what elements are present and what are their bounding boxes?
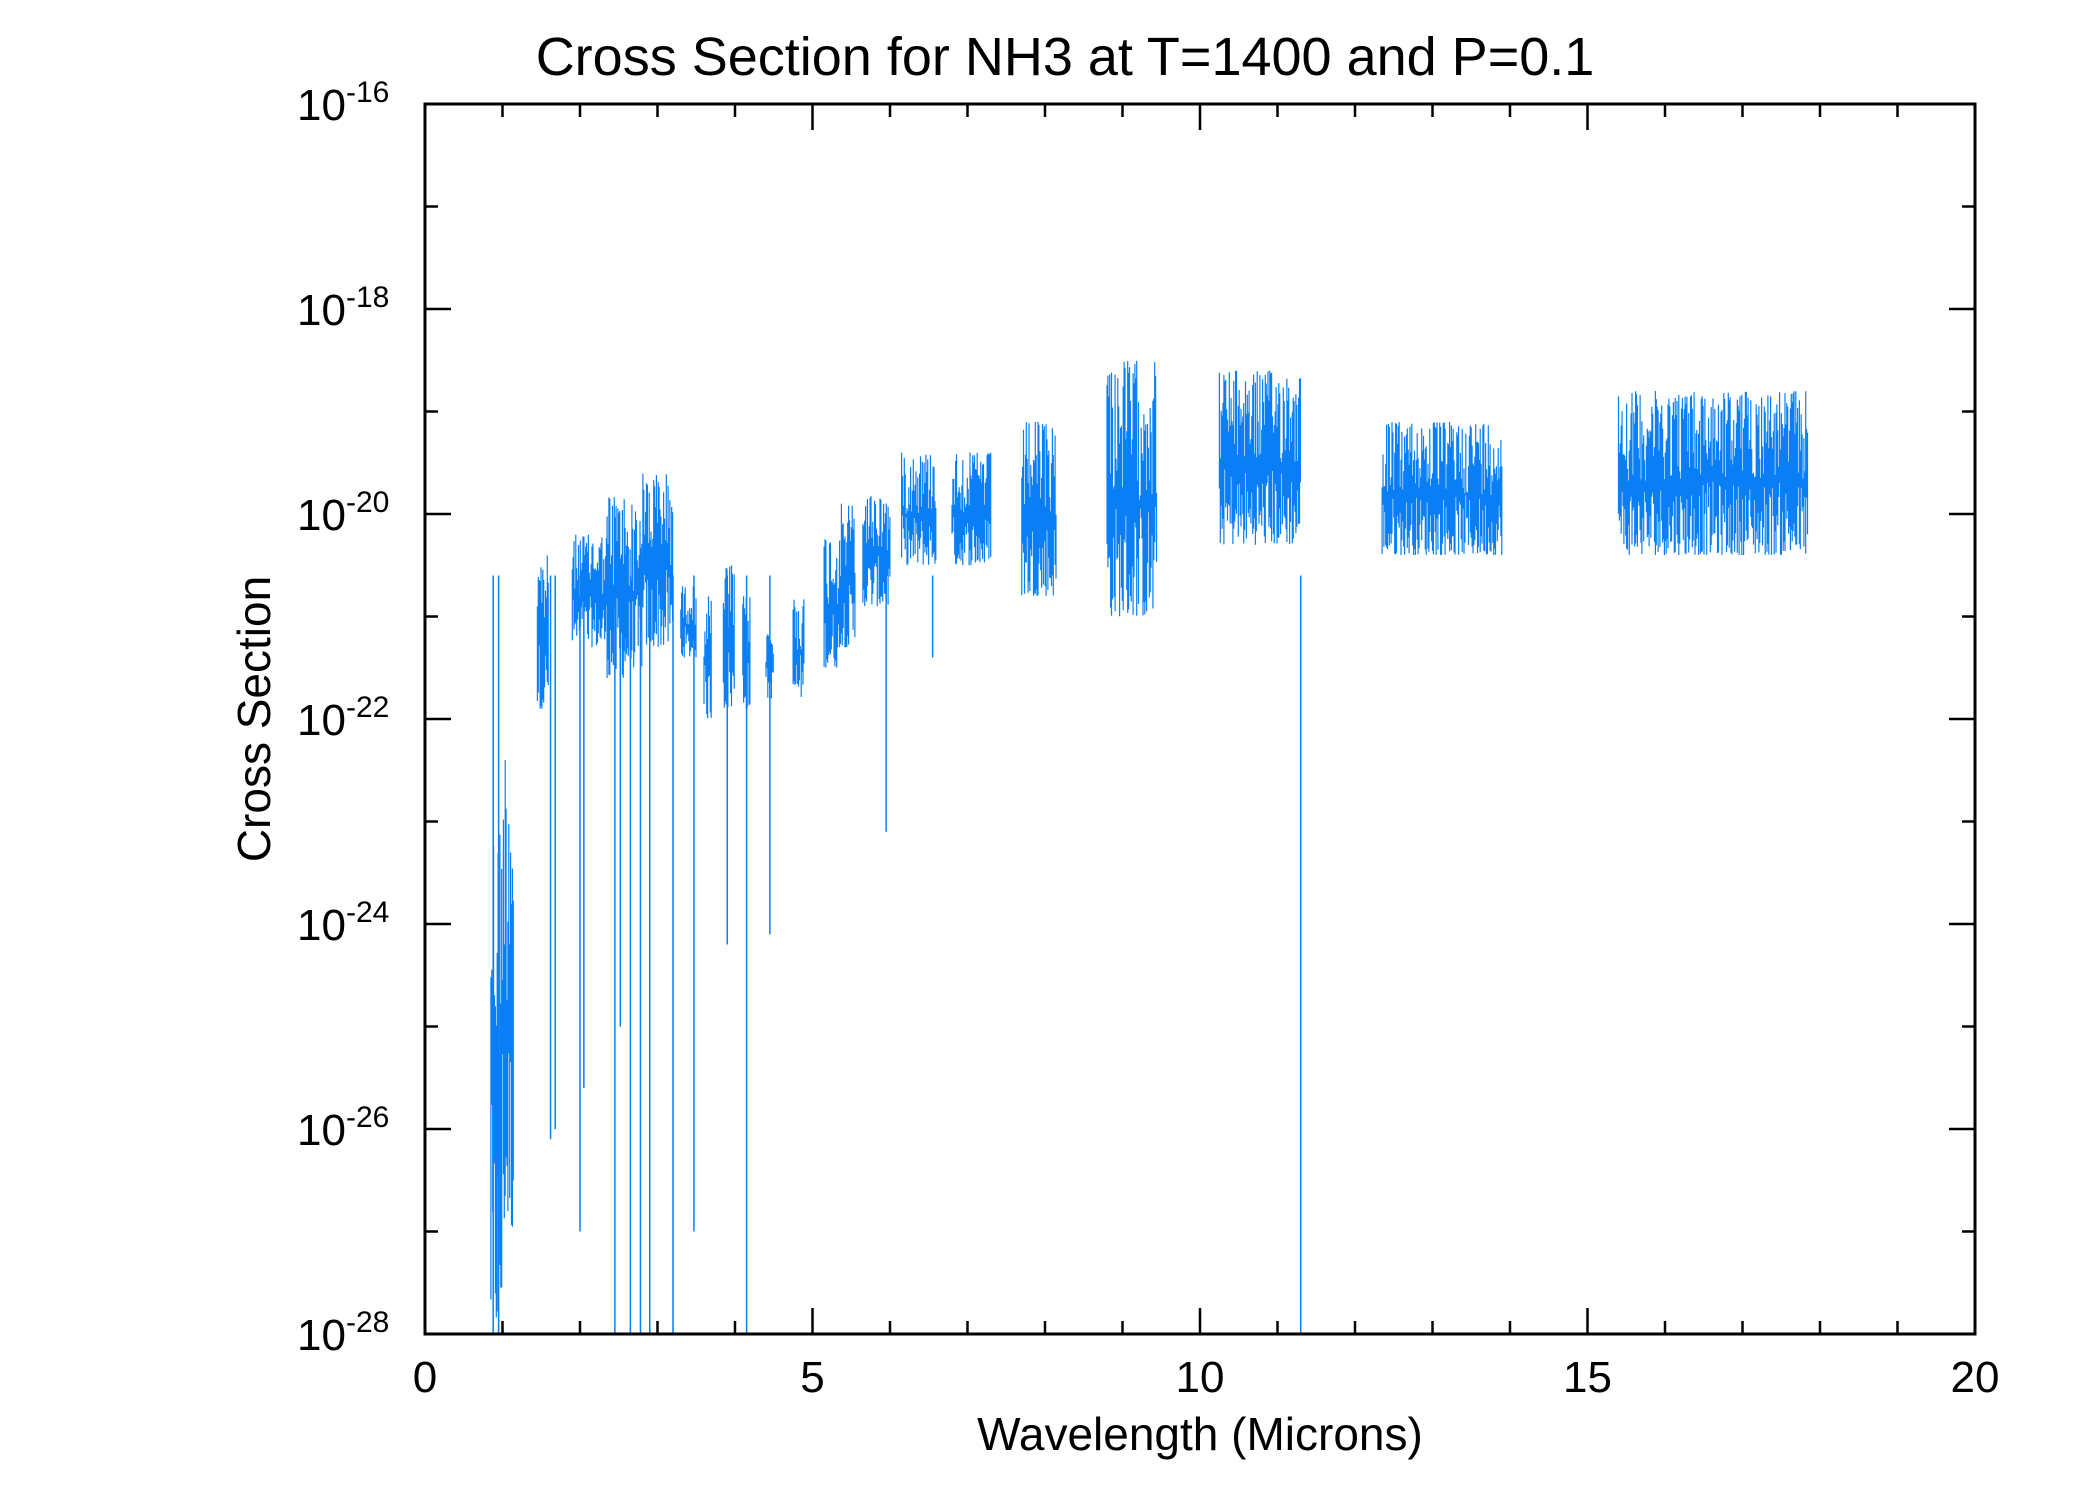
y-tick-label: 10-24: [297, 896, 389, 950]
x-tick-label: 20: [1951, 1353, 2000, 1402]
spectrum-band-9: [703, 596, 712, 719]
y-tick-label: 10-28: [297, 1306, 389, 1360]
spectrum-band-20: [1106, 360, 1158, 617]
spectrum-band-13: [792, 599, 805, 697]
x-tick-label: 15: [1563, 1353, 1612, 1402]
x-axis-label: Wavelength (Microns): [977, 1408, 1423, 1460]
spectrum-band-18: [951, 452, 992, 566]
y-tick-label: 10-20: [297, 486, 389, 540]
spectrum-band-21: [1218, 370, 1301, 545]
spectrum-band-16: [862, 496, 891, 607]
spectrum-band-3: [536, 555, 549, 709]
axes-layer: [423, 102, 1977, 1336]
spectrum-band-2: [501, 760, 514, 1227]
spectrum-band-7: [641, 473, 674, 647]
spectrum-band-23: [1617, 391, 1809, 555]
y-axis-label: Cross Section: [228, 576, 280, 862]
x-tick-label: 0: [413, 1353, 437, 1402]
y-tick-label: 10-16: [297, 76, 389, 130]
y-tick-label: 10-18: [297, 281, 389, 335]
spectrum-band-14: [823, 539, 840, 668]
spectrum-band-19: [1021, 421, 1057, 596]
y-tick-label: 10-26: [297, 1101, 389, 1155]
data-layer: [490, 360, 1809, 1334]
spectrum-band-15: [839, 503, 856, 648]
spectrum-band-17: [901, 452, 937, 566]
y-tick-label: 10-22: [297, 691, 389, 745]
x-tick-label: 10: [1176, 1353, 1225, 1402]
chart-title: Cross Section for NH3 at T=1400 and P=0.…: [536, 27, 1595, 87]
x-tick-label: 5: [800, 1353, 824, 1402]
y-tick-labels: 10-28 10-26 10-24 10-22 10-20 10-18 10-16: [297, 76, 389, 1360]
x-tick-labels: 0 5 10 15 20: [413, 1353, 2000, 1402]
spectrum-band-22: [1381, 421, 1503, 555]
